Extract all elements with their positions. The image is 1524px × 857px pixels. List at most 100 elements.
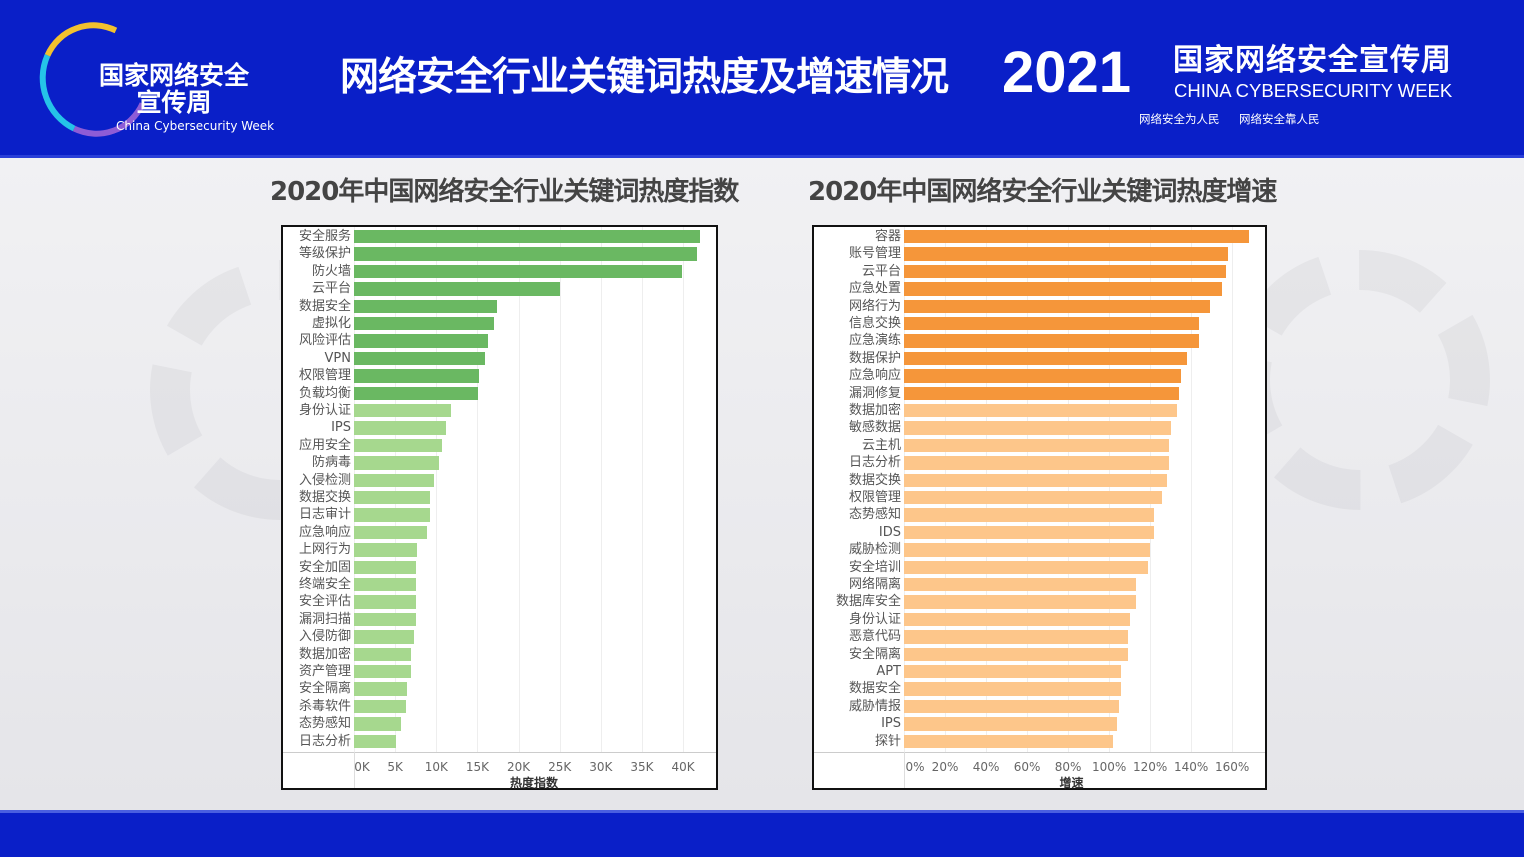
- grid-line: [904, 227, 905, 752]
- bar: [904, 612, 1130, 627]
- category-label: 防病毒: [311, 455, 351, 471]
- header-banner: 国家网络安全宣传周 China Cybersecurity Week 网络安全行…: [0, 0, 1524, 158]
- category-label: 恶意代码: [848, 629, 901, 645]
- tick-label: 60%: [1013, 760, 1041, 774]
- bar: [904, 264, 1227, 279]
- category-label: 应急响应: [298, 524, 351, 540]
- axis-divider: [904, 752, 905, 788]
- category-label: 身份认证: [298, 403, 351, 418]
- x-axis-title: 热度指数: [510, 776, 559, 790]
- bar: [354, 717, 401, 731]
- bar: [354, 282, 560, 296]
- bar: [904, 438, 1169, 453]
- category-label: 数据交换: [298, 490, 351, 505]
- category-label: 安全评估: [298, 594, 351, 610]
- bar: [904, 647, 1128, 661]
- bar: [904, 699, 1120, 714]
- grid-line: [945, 227, 947, 752]
- bar: [354, 665, 411, 679]
- grid-line: [1191, 227, 1193, 752]
- tick-label: 30K: [589, 760, 613, 774]
- page-title: 网络安全行业关键词热度及增速情况: [340, 55, 949, 100]
- bar: [354, 299, 498, 313]
- bar: [354, 630, 415, 644]
- slogan-1: 网络安全为人民: [1139, 112, 1220, 126]
- category-label: 杀毒软件: [298, 698, 351, 714]
- tick-label: 10K: [424, 760, 448, 774]
- bar: [904, 404, 1177, 418]
- bar: [904, 491, 1163, 505]
- bar: [354, 386, 479, 400]
- bar: [354, 317, 494, 331]
- bar: [354, 247, 698, 261]
- category-label: 风险评估: [298, 333, 351, 349]
- bar: [354, 334, 489, 348]
- grid-line: [641, 227, 643, 752]
- category-label: 上网行为: [298, 542, 351, 558]
- category-label: 账号管理: [848, 246, 901, 262]
- category-label: 信息交换: [848, 316, 901, 331]
- bar: [354, 369, 480, 383]
- bar: [904, 560, 1149, 574]
- bar: [904, 299, 1210, 313]
- category-label: 数据安全: [298, 298, 351, 314]
- footer-banner: [0, 810, 1524, 857]
- week-title-en: CHINA CYBERSECURITY WEEK: [1174, 80, 1453, 101]
- category-label: IPS: [331, 420, 351, 436]
- tick-label: 15K: [465, 760, 489, 774]
- category-label: 权限管理: [298, 368, 351, 384]
- category-label: 容器: [874, 229, 901, 244]
- tick-label: 120%: [1132, 760, 1168, 774]
- bar: [354, 508, 430, 522]
- year-logo: 2021: [1002, 42, 1132, 104]
- bar: [354, 525, 428, 540]
- bar: [904, 473, 1167, 487]
- bar: [904, 630, 1128, 644]
- tick-label: 140%: [1174, 760, 1209, 774]
- bar: [904, 247, 1229, 261]
- category-label: 威胁检测: [848, 542, 901, 558]
- bar: [904, 456, 1169, 470]
- bar: [904, 717, 1118, 731]
- category-label: 数据库安全: [835, 594, 901, 610]
- axis-divider: [354, 752, 355, 788]
- grid-line: [518, 227, 520, 752]
- tick-label: 20%: [931, 760, 959, 774]
- category-label: 数据加密: [298, 646, 351, 662]
- bar: [354, 543, 418, 557]
- axis-line: [283, 752, 716, 753]
- category-label: 漏洞扫描: [298, 611, 351, 627]
- heat-index-chart: 安全服务 等级保护 防火墙 云平台 数据安全 虚拟化 风险评估 VPN 权限管理 负载均衡 身份认证…: [281, 225, 718, 790]
- bar: [904, 351, 1188, 366]
- category-label: 安全培训: [848, 559, 901, 575]
- grid-line: [600, 227, 602, 752]
- tick-label: 35K: [630, 760, 654, 774]
- grid-line: [354, 227, 355, 752]
- tick-label: 80%: [1054, 760, 1082, 774]
- bar: [904, 386, 1179, 400]
- category-label: IDS: [878, 524, 901, 540]
- bar: [354, 456, 439, 470]
- category-label: 网络行为: [848, 298, 901, 314]
- category-label: 探针: [874, 733, 901, 749]
- category-label: 负载均衡: [298, 385, 351, 401]
- category-label: APT: [876, 664, 901, 679]
- bar: [354, 595, 416, 609]
- category-label: VPN: [324, 350, 351, 366]
- axis-line: [814, 752, 1265, 753]
- bar: [354, 473, 434, 487]
- category-label: 数据安全: [848, 681, 901, 697]
- bar: [354, 264, 683, 279]
- bar: [904, 334, 1200, 348]
- bar: [904, 682, 1122, 696]
- grid-line: [683, 227, 685, 752]
- category-label: 漏洞修复: [848, 385, 901, 401]
- tick-label: 160%: [1215, 760, 1250, 774]
- tick-label: 40%: [972, 760, 1000, 774]
- bar: [904, 734, 1114, 748]
- category-label: 入侵防御: [298, 629, 351, 645]
- category-label: 态势感知: [298, 716, 351, 732]
- grid-line: [1150, 227, 1152, 752]
- category-label: 安全隔离: [298, 681, 351, 697]
- chart-title-heat: 2020年中国网络安全行业关键词热度指数: [270, 177, 739, 207]
